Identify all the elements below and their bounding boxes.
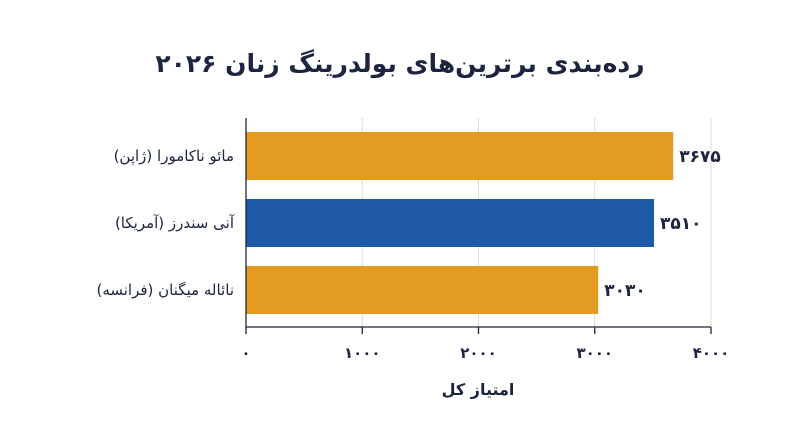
value-label: ۳۰۳۰ bbox=[604, 281, 646, 301]
bars bbox=[246, 132, 674, 314]
category-label: نائاله میگنان (فرانسه) bbox=[96, 281, 234, 299]
bar bbox=[246, 266, 599, 314]
x-axis-title: امتیاز کل bbox=[442, 380, 515, 399]
labels: مائو ناکامورا (ژاپن) ۳۶۷۵ آنی سندرز (آمریک… bbox=[96, 147, 720, 301]
x-axis: ۰ ۱۰۰۰ ۲۰۰۰ ۳۰۰۰ ۴۰۰۰ bbox=[241, 118, 729, 362]
chart-title: رده‌بندی برترین‌های بولدرینگ زنان ۲۰۲۶ bbox=[155, 49, 644, 79]
category-label: آنی سندرز (آمریکا) bbox=[115, 214, 235, 232]
bar bbox=[246, 132, 674, 180]
x-tick-label: ۴۰۰۰ bbox=[693, 344, 730, 362]
bar bbox=[246, 199, 655, 247]
value-label: ۳۵۱۰ bbox=[660, 214, 702, 234]
x-tick-label: ۳۰۰۰ bbox=[576, 344, 613, 362]
category-label: مائو ناکامورا (ژاپن) bbox=[114, 147, 234, 166]
x-tick-label: ۰ bbox=[241, 344, 250, 362]
value-label: ۳۶۷۵ bbox=[679, 147, 721, 167]
x-tick-label: ۱۰۰۰ bbox=[344, 344, 381, 362]
x-tick-label: ۲۰۰۰ bbox=[460, 344, 497, 362]
